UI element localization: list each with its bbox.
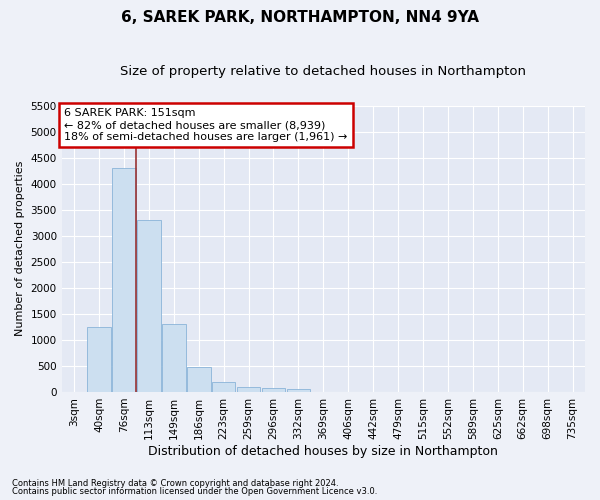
Text: 6 SAREK PARK: 151sqm
← 82% of detached houses are smaller (8,939)
18% of semi-de: 6 SAREK PARK: 151sqm ← 82% of detached h… bbox=[64, 108, 347, 142]
Text: Contains HM Land Registry data © Crown copyright and database right 2024.: Contains HM Land Registry data © Crown c… bbox=[12, 478, 338, 488]
Text: Contains public sector information licensed under the Open Government Licence v3: Contains public sector information licen… bbox=[12, 487, 377, 496]
Bar bbox=[212, 382, 235, 392]
Bar bbox=[137, 220, 161, 392]
Bar bbox=[287, 389, 310, 392]
Bar bbox=[112, 168, 136, 392]
Bar bbox=[237, 387, 260, 392]
X-axis label: Distribution of detached houses by size in Northampton: Distribution of detached houses by size … bbox=[148, 444, 498, 458]
Text: 6, SAREK PARK, NORTHAMPTON, NN4 9YA: 6, SAREK PARK, NORTHAMPTON, NN4 9YA bbox=[121, 10, 479, 25]
Bar bbox=[187, 367, 211, 392]
Bar bbox=[87, 327, 111, 392]
Y-axis label: Number of detached properties: Number of detached properties bbox=[15, 161, 25, 336]
Bar bbox=[262, 388, 286, 392]
Title: Size of property relative to detached houses in Northampton: Size of property relative to detached ho… bbox=[121, 65, 526, 78]
Bar bbox=[162, 324, 185, 392]
